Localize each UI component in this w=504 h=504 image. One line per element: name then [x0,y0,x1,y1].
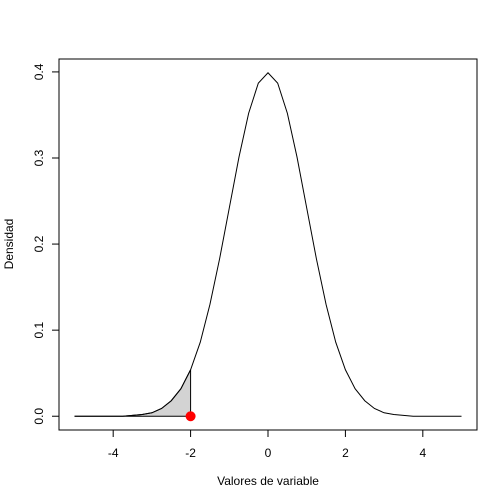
y-axis-label: Densidad [2,219,16,270]
y-tick-label: 0.2 [32,235,46,252]
plot-box [58,58,478,431]
x-tick-label: -2 [185,446,196,460]
shaded-area [74,369,192,417]
y-tick-label: 0.3 [32,149,46,166]
density-curve [74,72,462,417]
x-tick-label: 2 [342,446,349,460]
y-tick-label: 0.1 [32,321,46,338]
x-tick-label: 0 [265,446,272,460]
x-tick-label: 4 [419,446,426,460]
x-axis-label: Valores de variable [217,474,319,488]
x-tick-label: -4 [108,446,119,460]
y-tick-label: 0.4 [32,63,46,80]
point [185,411,196,422]
y-tick-label: 0.0 [32,408,46,425]
